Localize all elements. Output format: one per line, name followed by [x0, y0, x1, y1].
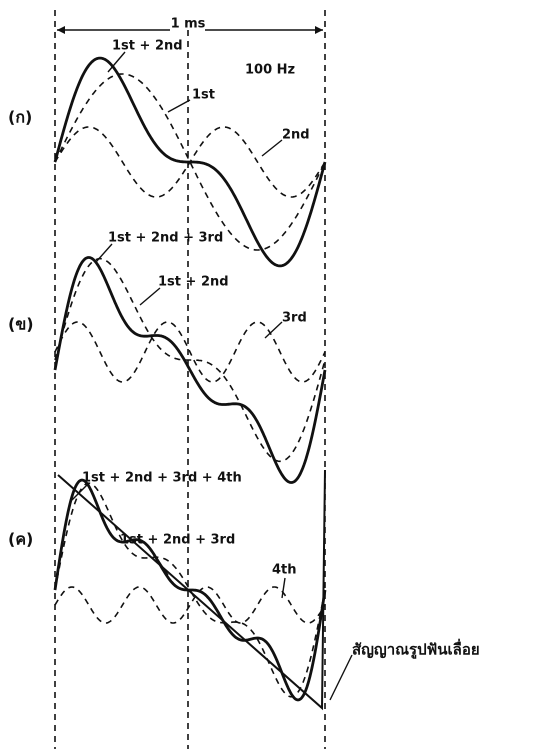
harmonic-3: [55, 322, 325, 382]
curve-label: 1st + 2nd: [112, 39, 183, 54]
curves: [55, 58, 325, 708]
sum-1-2-3: [55, 258, 325, 483]
curve-label: 1st + 2nd + 3rd: [108, 231, 223, 246]
curve-label: 1st: [192, 88, 215, 103]
diagram: 1 ms 100 Hz (ก) 1st + 2nd 1st 2nd (ข) 1s…: [0, 0, 542, 749]
curve-label: 4th: [272, 563, 297, 578]
panel-label: (ข): [8, 315, 34, 334]
curve-label: 1st + 2nd + 3rd: [120, 533, 235, 548]
leader: [96, 244, 112, 262]
curve-label: 2nd: [282, 128, 310, 143]
leader: [168, 100, 190, 112]
curve-label: 1st + 2nd: [158, 275, 229, 290]
sum-1-2-3-4: [55, 480, 325, 700]
frequency-label: 100 Hz: [245, 63, 295, 78]
leader: [150, 548, 168, 575]
panel-label: (ค): [8, 530, 33, 549]
guides: [55, 10, 325, 749]
leader: [140, 288, 160, 305]
curve-label: 3rd: [282, 311, 307, 326]
panel-label: (ก): [8, 108, 32, 127]
curve-label: 1st + 2nd + 3rd + 4th: [82, 471, 242, 486]
duration-label: 1 ms: [171, 17, 206, 32]
leader: [330, 655, 352, 700]
curve-label: สัญญาณรูปฟันเลื่อย: [352, 639, 480, 660]
leader: [262, 140, 282, 156]
